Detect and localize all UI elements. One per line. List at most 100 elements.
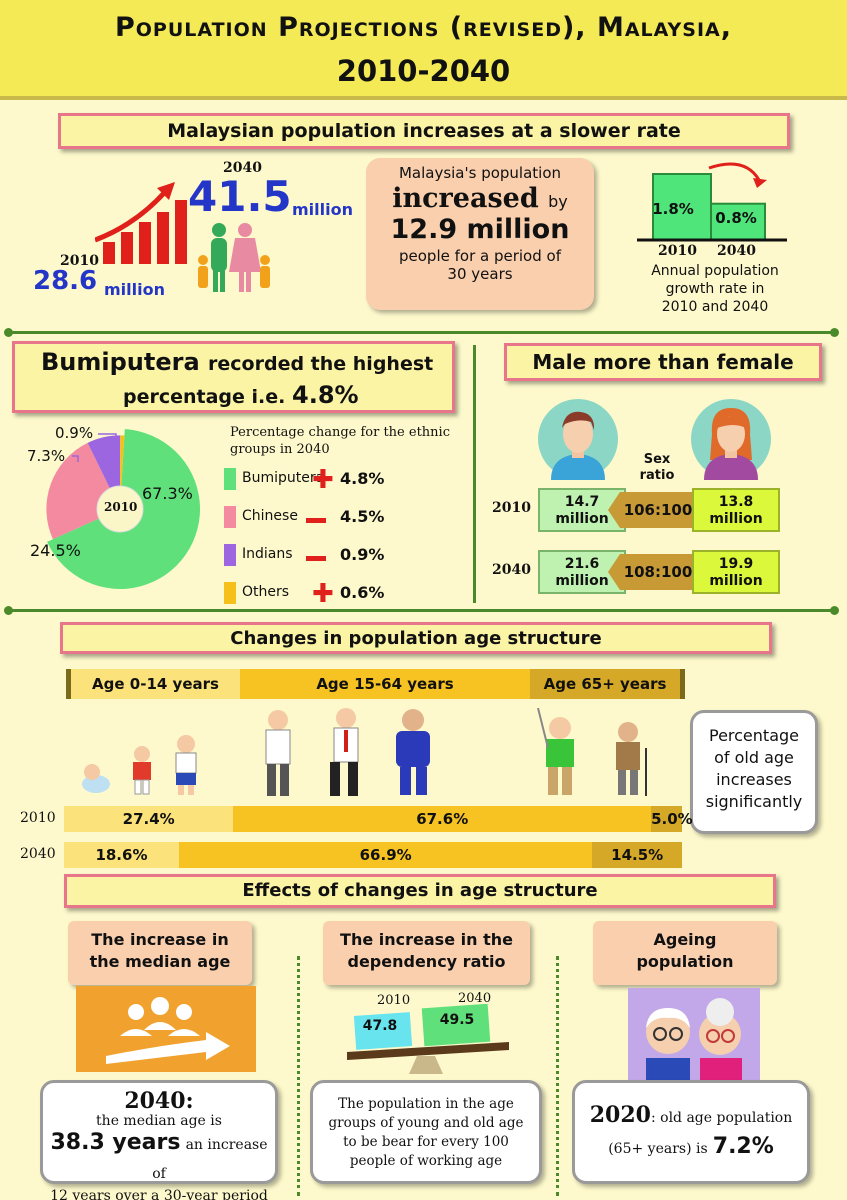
pie-label-others: 0.9%: [55, 424, 94, 442]
median-age-year: 2040: [124, 1088, 186, 1114]
median-age-icon: [76, 986, 256, 1072]
median-age-value: 38.3 years: [50, 1130, 181, 1155]
dependency-head-text: The increase in the dependency ratio: [323, 929, 530, 973]
ethnic-legend-item: Indians 0.9%: [222, 542, 462, 570]
ethnic-legend: Bumiputera ✚ 4.8% Chinese 4.5% Indians 0.9% Oth…: [222, 465, 462, 609]
male-population: 21.6 million: [538, 550, 626, 594]
median-age-head1: The increase in: [91, 930, 229, 949]
population-2010-unit: million: [104, 280, 165, 299]
rising-bars-icon: [95, 182, 187, 264]
age-bar-segment: 18.6%: [64, 842, 179, 868]
increase-line4: 30 years: [447, 265, 513, 283]
ageing-head2: population: [636, 952, 734, 971]
separator-dot: [830, 328, 839, 337]
ethnic-banner-val: 4.8%: [292, 381, 359, 409]
sex-ratio-label1: Sex: [643, 452, 671, 467]
growth-year-2010: 2010: [658, 243, 697, 259]
age-bar-segment: 5.0%: [651, 806, 693, 832]
ageing-year: 2020: [589, 1102, 651, 1128]
age-group-15-64: Age 15-64 years: [240, 669, 530, 699]
plus-icon: ✚: [312, 579, 334, 609]
legend-name: Others: [242, 584, 290, 600]
increase-by: by: [548, 192, 568, 211]
growth-bar-2010: [652, 173, 712, 241]
ageing-head: Ageing population: [593, 921, 777, 985]
effects-divider-2: [556, 956, 559, 1196]
sex-ratio-label: Sex ratio: [632, 452, 682, 484]
legend-swatch: [224, 544, 236, 566]
population-increase-box: Malaysia's population increased by 12.9 …: [366, 158, 594, 310]
vertical-divider: [473, 345, 476, 603]
legend-name: Chinese: [242, 508, 298, 524]
pie-center-label: 2010: [104, 500, 138, 514]
ethnic-legend-title1: Percentage change for the ethnic: [230, 425, 450, 440]
sex-ratio-label2: ratio: [639, 468, 675, 483]
median-age-head-text: The increase in the median age: [68, 929, 252, 973]
businessman-icon: [330, 708, 359, 796]
gender-banner: Male more than female: [504, 343, 822, 381]
child-icon: [133, 746, 151, 795]
dependency-2040-value: 49.5: [439, 1012, 475, 1028]
gender-year: 2010: [492, 500, 531, 516]
age-row-year: 2010: [20, 810, 56, 826]
increase-line1: Malaysia's population: [398, 164, 562, 182]
growth-caption: Annual population growth rate in 2010 an…: [630, 262, 800, 316]
sex-ratio-value: 106:100: [608, 492, 708, 528]
dependency-head: The increase in the dependency ratio: [323, 921, 530, 985]
dependency-head2: dependency ratio: [347, 952, 506, 971]
legend-change: 4.8%: [340, 469, 385, 488]
age-bar-segment: 14.5%: [592, 842, 682, 868]
legend-name: Bumiputera: [242, 470, 325, 486]
legend-change: 0.9%: [340, 545, 385, 564]
schoolboy-icon: [175, 735, 197, 795]
increase-value: 12.9 million: [390, 214, 570, 245]
pie-label-indians: 7.3%: [27, 447, 66, 465]
ageing-line2: (65+ years) is: [608, 1141, 708, 1157]
legend-change: 4.5%: [340, 507, 385, 526]
ageing-rest: : old age population: [650, 1110, 793, 1126]
legend-name: Indians: [242, 546, 293, 562]
baby-icon: [82, 764, 110, 793]
elderly-woman-icon: [616, 722, 647, 796]
ethnic-legend-title: Percentage change for the ethnic groups …: [230, 424, 450, 458]
title-banner: Population Projections (revised), Malays…: [0, 0, 847, 100]
gender-year: 2040: [492, 562, 531, 578]
male-avatar: [538, 399, 618, 480]
family-icon: [198, 223, 270, 292]
population-2040-unit: million: [292, 200, 353, 219]
page-title-line1: Population Projections (revised), Malays…: [114, 12, 733, 43]
elderly-man-icon: [537, 708, 574, 795]
age-group-65: Age 65+ years: [530, 669, 685, 699]
ageing-head1: Ageing: [653, 930, 717, 949]
separator-1: [8, 331, 834, 334]
sex-ratio-value: 108:100: [608, 554, 708, 590]
growth-rate-chart: [637, 162, 787, 242]
plus-icon: ✚: [312, 465, 334, 495]
legend-swatch: [224, 582, 236, 604]
age-bar-segment: 66.9%: [178, 842, 593, 868]
increase-line3: people for a period of: [399, 247, 561, 265]
ethnic-banner-line2: percentage i.e. 4.8%: [123, 380, 359, 412]
ethnic-pie-chart: [46, 429, 200, 589]
ethnic-banner-l2: percentage i.e.: [123, 386, 286, 408]
growth-caption-3: 2010 and 2040: [661, 299, 769, 315]
growth-caption-2: growth rate in: [665, 281, 765, 297]
ageing-head-text: Ageing population: [593, 929, 777, 973]
population-2010-value: 28.6: [33, 266, 98, 296]
female-population: 13.8 million: [692, 488, 780, 532]
pie-label-bumiputera: 67.3%: [142, 484, 193, 503]
dependency-head1: The increase in the: [340, 930, 513, 949]
female-population: 19.9 million: [692, 550, 780, 594]
growth-bar-2040: [710, 202, 766, 241]
growth-year-2040: 2040: [717, 243, 756, 259]
age-group-0-14: Age 0-14 years: [66, 669, 240, 699]
year-2010-label: 2010: [60, 253, 99, 269]
age-bar-segment: 27.4%: [64, 806, 234, 832]
median-age-line4: 12 years over a 30-year period: [50, 1188, 268, 1200]
median-age-head: The increase in the median age: [68, 921, 252, 985]
dependency-box: The population in the age groups of youn…: [310, 1080, 542, 1184]
pie-label-chinese: 24.5%: [30, 541, 81, 560]
growth-2040-label: 0.8%: [715, 209, 757, 227]
ageing-value: 7.2%: [712, 1134, 774, 1159]
dependency-seesaw-icon: [347, 1004, 509, 1074]
